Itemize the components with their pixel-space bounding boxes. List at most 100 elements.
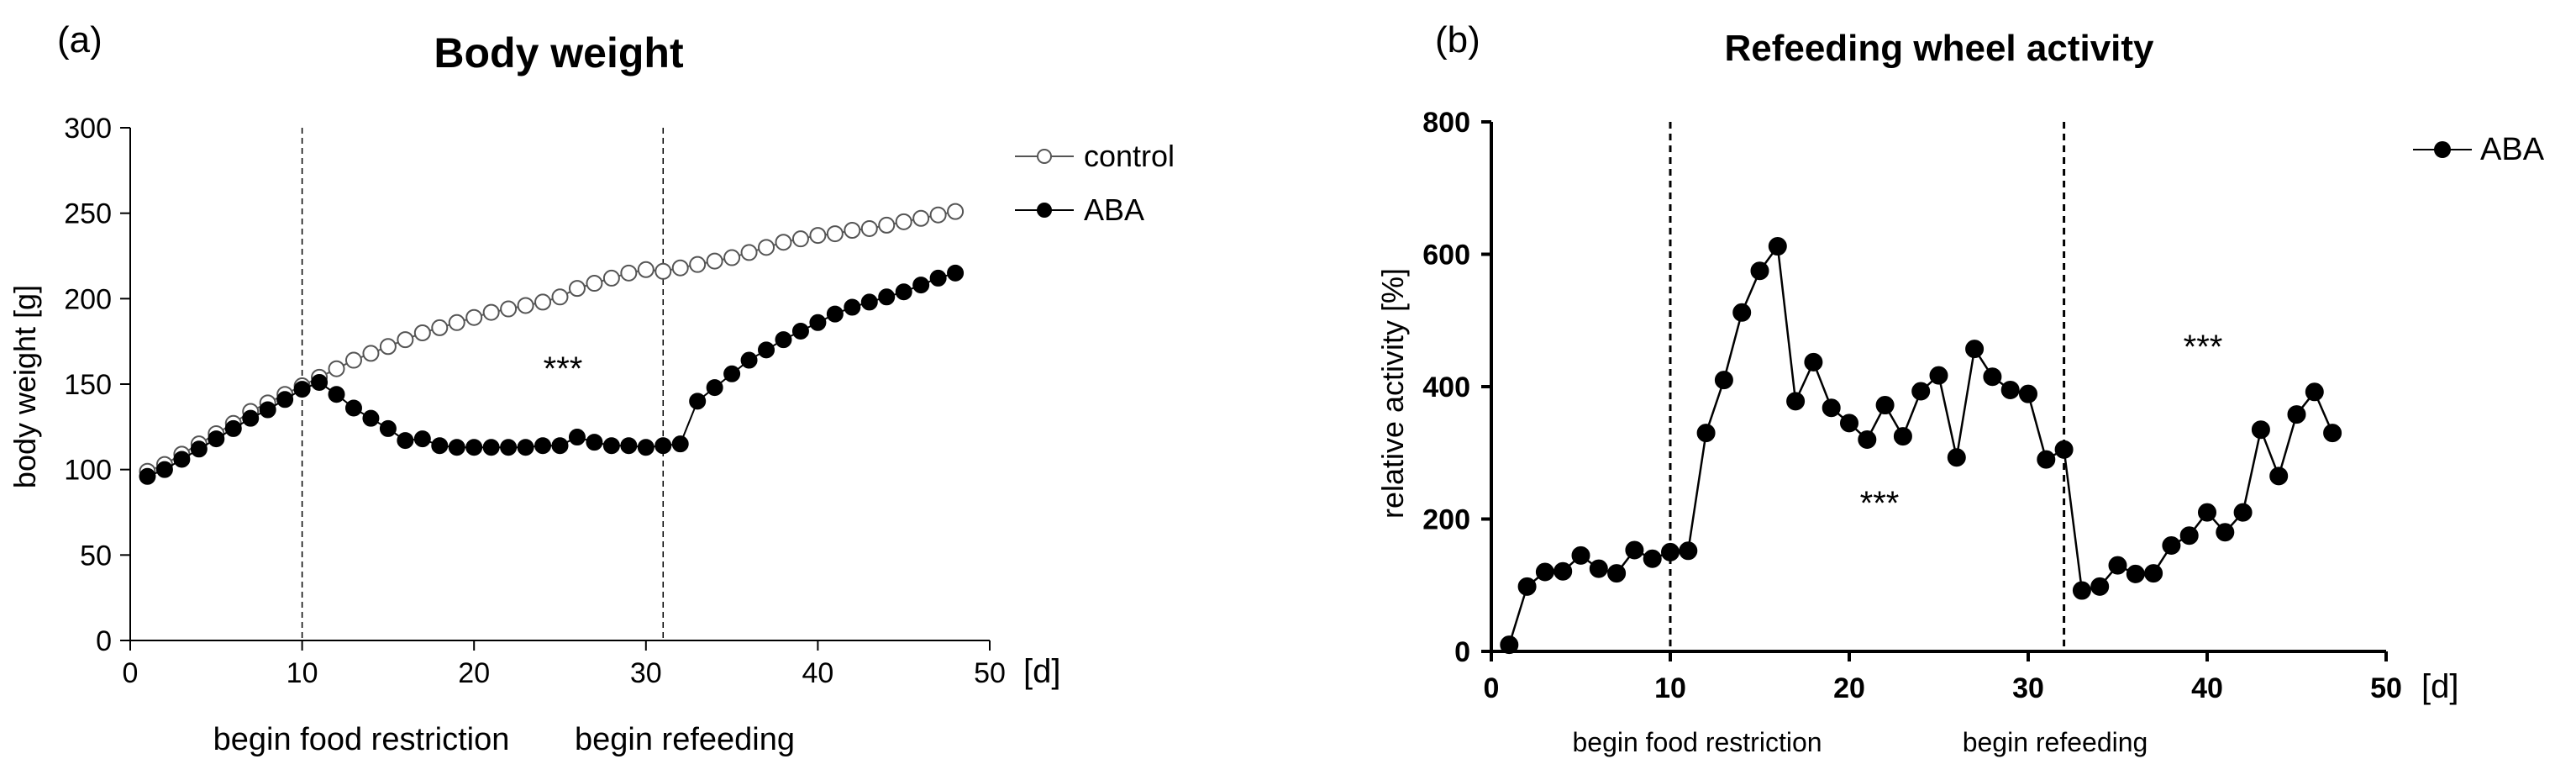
panel-a-point-control — [947, 203, 965, 220]
panel-a-x-tick-label: 40 — [802, 657, 833, 689]
panel-a-point-control — [689, 256, 707, 273]
panel-a-point-control — [791, 230, 809, 248]
panel-b-point-aba — [2144, 564, 2163, 583]
panel-a-point-aba — [397, 432, 414, 450]
panel-a-point-control — [362, 345, 380, 362]
panel-b-x-tick-label: 10 — [1654, 672, 1686, 704]
panel-a-point-aba — [758, 341, 775, 359]
panel-a-point-control — [671, 259, 689, 277]
panel-b-point-aba — [1947, 448, 1966, 467]
panel-a-point-aba — [929, 269, 947, 287]
panel-a-point-aba — [878, 288, 896, 306]
panel-b-series — [1500, 237, 2342, 655]
panel-a-point-aba — [311, 373, 329, 391]
panel-a-point-control — [413, 324, 431, 341]
panel-b-point-aba — [2126, 564, 2145, 583]
panel-b-point-aba — [1804, 352, 1823, 372]
panel-a-x-tick-label: 10 — [287, 657, 318, 689]
panel-a-point-aba — [723, 365, 741, 382]
panel-b-point-aba — [1840, 414, 1858, 433]
panel-a-point-control — [758, 239, 775, 256]
panel-b-point-aba — [2000, 380, 2020, 399]
panel-a-point-control — [534, 293, 552, 311]
panel-a-point-aba — [860, 293, 878, 311]
panel-a-point-control — [465, 308, 483, 326]
panel-a-point-aba — [568, 429, 586, 446]
panel-a-point-control — [706, 252, 723, 270]
panel-a-point-aba — [465, 439, 483, 456]
panel-b-point-aba — [1911, 382, 1931, 401]
panel-b-event-label: begin food restriction — [1572, 727, 1822, 757]
panel-a-point-control — [775, 234, 792, 251]
panel-a-point-control — [912, 209, 930, 227]
panel-b-point-aba — [1893, 427, 1912, 446]
panel-b-significance-annotation-restriction: *** — [1860, 485, 1900, 522]
panel-b-point-aba — [1696, 424, 1716, 443]
panel-a-point-aba — [482, 439, 500, 456]
panel-b-y-tick-label: 800 — [1422, 107, 1470, 139]
panel-a-x-unit-label: [d] — [1023, 653, 1060, 690]
panel-b-x-tick-label: 30 — [2012, 672, 2044, 704]
panel-b-point-aba — [1571, 545, 1590, 565]
panel-a-point-aba — [791, 322, 809, 340]
panel-a-point-aba — [155, 461, 173, 478]
panel-b-point-aba — [2054, 440, 2074, 459]
panel-a-point-aba — [517, 439, 534, 456]
panel-b-point-aba — [2019, 384, 2037, 403]
panel-b-point-aba — [1929, 366, 1948, 385]
panel-a-point-control — [655, 262, 672, 280]
panel-b-y-tick-label: 400 — [1422, 372, 1470, 403]
panel-a-point-aba — [139, 467, 156, 485]
panel-a-point-aba — [293, 381, 311, 398]
panel-a: (a) Body weight body weight [g] [d] 0 10 2… — [8, 19, 1175, 757]
panel-a-y-tick-label: 250 — [64, 198, 112, 230]
panel-b-point-aba — [1983, 367, 2002, 387]
legend-aba-label: ABA — [1084, 192, 1144, 227]
panel-a-point-control — [723, 249, 741, 266]
panel-b-x-tick-label: 0 — [1484, 672, 1500, 704]
panel-a-point-aba — [413, 430, 431, 448]
panel-b-legend: ABA — [2413, 132, 2545, 167]
panel-b-point-aba — [1607, 564, 1627, 583]
panel-a-point-aba — [500, 439, 518, 456]
panel-b-point-aba — [1679, 541, 1698, 561]
panel-a-point-control — [844, 222, 861, 239]
panel-a-y-tick-label: 150 — [64, 369, 112, 401]
panel-b-point-aba — [2287, 405, 2306, 424]
panel-a-point-aba — [826, 305, 844, 323]
panel-a-point-control — [878, 216, 896, 234]
panel-a-y-tick-label: 300 — [64, 113, 112, 145]
panel-a-y-tick-label: 0 — [96, 625, 112, 657]
panel-b-point-aba — [1535, 562, 1554, 582]
panel-b-point-aba — [1553, 561, 1573, 581]
legend-control-label: control — [1084, 139, 1175, 173]
panel-a-point-aba — [912, 277, 930, 294]
panel-b-point-aba — [2108, 556, 2127, 575]
panel-a-point-aba — [362, 409, 380, 427]
panel-a-point-control — [482, 303, 500, 321]
panel-a-point-control — [860, 219, 878, 237]
panel-a-point-aba — [586, 434, 603, 451]
panel-a-point-aba — [259, 401, 276, 419]
panel-b-point-aba — [1589, 559, 1608, 578]
panel-a-x-tick-label: 20 — [458, 657, 490, 689]
panel-a-event-label: begin refeeding — [575, 722, 795, 757]
panel-a-point-control — [568, 280, 586, 298]
panel-a-point-control — [929, 206, 947, 224]
panel-a-point-control — [637, 261, 655, 278]
panel-a-point-aba — [242, 409, 260, 427]
panel-a-point-aba — [620, 437, 638, 455]
panel-a-event-lines: begin food restriction begin refeeding — [213, 128, 795, 757]
panel-b-point-aba — [1768, 237, 1787, 256]
panel-b-point-aba — [1643, 549, 1662, 568]
panel-a-point-aba — [740, 351, 758, 369]
legend-item-aba: ABA — [2413, 132, 2545, 167]
panel-a-series — [139, 203, 965, 485]
panel-b-x-tick-label: 40 — [2191, 672, 2223, 704]
panel-b-point-aba — [2198, 503, 2216, 522]
panel-a-point-aba — [551, 437, 569, 455]
panel-a-point-aba — [190, 440, 208, 458]
panel-a-x-tick-label: 30 — [630, 657, 662, 689]
panel-a-point-aba — [448, 439, 465, 456]
